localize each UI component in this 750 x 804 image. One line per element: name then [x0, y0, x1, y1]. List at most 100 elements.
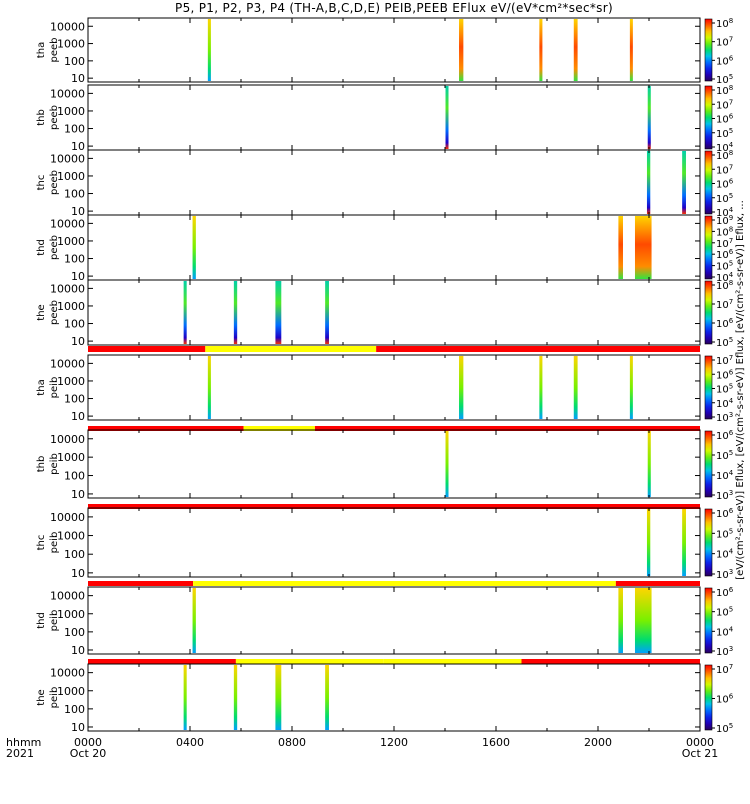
spectrogram-segment: [192, 588, 196, 653]
panel-frame: [87, 586, 701, 655]
spectrogram-segment: [207, 356, 211, 419]
spectrogram-segment: [647, 431, 651, 497]
panel-frame: [87, 84, 701, 151]
y-tick-label: 10000: [50, 590, 85, 603]
panel-label-product: peeb: [49, 300, 60, 325]
panel-label-product: peeb: [49, 235, 60, 260]
y-tick-label: 100: [64, 626, 85, 639]
spectrogram-segment: [275, 665, 282, 730]
colorbar: [704, 150, 713, 215]
spectrogram-segment: [573, 356, 578, 419]
spectrogram-segment: [325, 281, 329, 344]
y-tick-label: 100: [64, 318, 85, 331]
spectrogram-segment: [233, 281, 238, 344]
colorbar-tick-label: 106: [716, 429, 734, 442]
spectrogram-segment: [207, 19, 211, 81]
y-tick-label: 10000: [50, 20, 85, 33]
panel-label-probe: the: [36, 304, 47, 320]
spectrogram-segment: [629, 356, 633, 419]
y-tick-label: 1000: [57, 235, 85, 248]
colorbar-tick-label: 105: [716, 722, 733, 735]
y-tick-label: 100: [64, 188, 85, 201]
time-axis-label: hhmm: [6, 736, 41, 749]
y-tick-label: 10: [71, 488, 85, 501]
y-tick-label: 100: [64, 470, 85, 483]
colorbar-tick-label: 106: [716, 317, 734, 330]
colorbar: [704, 587, 713, 654]
y-tick-label: 10000: [50, 152, 85, 165]
y-tick-label: 100: [64, 55, 85, 68]
panel-label-product: peib: [49, 453, 60, 475]
y-tick-label: 10000: [50, 87, 85, 100]
colorbar-tick-label: 105: [716, 336, 733, 349]
colorbar-tick-label: 105: [716, 383, 733, 396]
panel-label-product: peeb: [49, 105, 60, 130]
panel-frame: [87, 17, 701, 83]
colorbar-tick-label: 108: [716, 279, 733, 292]
spectrogram-segment: [445, 431, 449, 497]
panel-label-probe: thb: [36, 109, 47, 126]
spectrogram-segment: [634, 588, 652, 653]
y-tick-label: 1000: [57, 105, 85, 118]
colorbar-tick-label: 104: [716, 625, 734, 638]
colorbar-tick-label: 106: [716, 586, 734, 599]
colorbar-tick-label: 107: [716, 98, 733, 111]
mode-bar-segment: [88, 426, 244, 431]
panel-label-probe: tha: [36, 379, 47, 395]
mode-bar-segment: [521, 659, 700, 664]
spectrogram-segment: [573, 19, 578, 81]
spectrogram-segment: [325, 665, 329, 730]
spectrogram-segment: [445, 86, 449, 149]
colorbar-tick-label: 104: [716, 548, 734, 561]
x-tick-date: Oct 21: [682, 747, 719, 760]
y-tick-label: 10: [71, 567, 85, 580]
colorbar-tick-label: 103: [716, 568, 733, 581]
y-tick-label: 100: [64, 548, 85, 561]
spectrogram-segment: [539, 19, 543, 81]
colorbar-tick-label: 107: [716, 663, 733, 676]
y-tick-label: 10000: [50, 357, 85, 370]
mode-bar-segment: [615, 581, 700, 586]
y-tick-label: 10: [71, 72, 85, 85]
panel-frame: [87, 507, 701, 578]
spectrogram-segment: [539, 356, 543, 419]
colorbar: [704, 430, 713, 498]
y-tick-label: 1000: [57, 375, 85, 388]
colorbar-tick-label: 105: [716, 449, 733, 462]
colorbar: [704, 280, 713, 345]
panel-label-product: peeb: [49, 38, 60, 63]
colorbar: [704, 85, 713, 150]
y-tick-label: 10: [71, 270, 85, 283]
y-tick-label: 10: [71, 410, 85, 423]
figure-title: P5, P1, P2, P3, P4 (TH-A,B,C,D,E) PEIB,P…: [175, 1, 613, 15]
spectrogram-segment: [459, 19, 464, 81]
spectrogram-segment: [646, 509, 651, 576]
panel-frame: [87, 149, 701, 216]
y-tick-label: 10: [71, 644, 85, 657]
x-tick-label: 0000: [74, 736, 102, 749]
panel-frame: [87, 429, 701, 499]
colorbar-tick-label: 108: [716, 149, 733, 162]
colorbar-tick-label: 108: [716, 84, 733, 97]
y-tick-label: 1000: [57, 170, 85, 183]
colorbar-tick-label: 107: [716, 354, 733, 367]
spectrogram-segment: [682, 509, 686, 576]
mode-bar-segment: [314, 426, 700, 431]
spectrogram-segment: [459, 356, 464, 419]
colorbar-tick-label: 106: [716, 54, 734, 67]
y-tick-label: 1000: [57, 530, 85, 543]
y-tick-label: 100: [64, 253, 85, 266]
colorbar: [704, 18, 713, 82]
colorbar: [704, 215, 713, 280]
panel-label-probe: thb: [36, 456, 47, 473]
y-tick-label: 10000: [50, 282, 85, 295]
